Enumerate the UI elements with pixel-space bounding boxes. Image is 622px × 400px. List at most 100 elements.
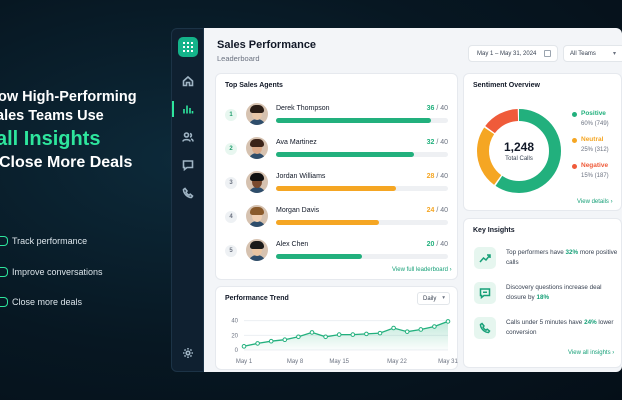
view-leaderboard-link[interactable]: View full leaderboard › [392, 267, 452, 273]
score-bar [276, 254, 448, 259]
hero-accent: all Insights [0, 128, 101, 150]
rank-badge: 2 [225, 143, 237, 155]
agent-name: Jordan Williams [276, 173, 326, 180]
trend-point [309, 330, 315, 335]
date-range-picker[interactable]: May 1 – May 31, 2024 [468, 45, 558, 62]
x-tick-label: May 15 [329, 359, 349, 365]
score-bar [276, 220, 448, 225]
date-range-label: May 1 – May 31, 2024 [477, 50, 537, 57]
chat-icon [182, 160, 194, 171]
agent-score: 36 / 40 [426, 105, 448, 112]
trend-point [255, 341, 260, 346]
users-icon [182, 132, 194, 142]
agent-row[interactable]: 5 Alex Chen 20 / 40 [216, 238, 459, 269]
insight-item[interactable]: Calls under 5 minutes have 24% lower con… [472, 317, 622, 345]
card-title: Sentiment Overview [473, 82, 540, 89]
legend-value: 60% (749) [581, 121, 609, 127]
agent-name: Derek Thompson [276, 105, 330, 112]
agent-row[interactable]: 4 Morgan Davis 24 / 40 [216, 204, 459, 235]
active-indicator [172, 101, 174, 117]
agent-score: 28 / 40 [426, 173, 448, 180]
score-bar-fill [276, 254, 362, 259]
trend-chart: 0 20 40 May 1 May 8 May 15 May 22 May 31 [231, 319, 458, 365]
bullet-item: Track performance [0, 226, 103, 257]
x-tick-label: May 22 [387, 359, 407, 365]
rank-badge: 1 [225, 109, 237, 121]
agent-score: 24 / 40 [426, 207, 448, 214]
hero-text: ow High-Performing ales Teams Use all In… [0, 88, 170, 174]
top-agents-card: Top Sales Agents 1 Derek Thompson 36 / 40 2… [215, 73, 458, 280]
x-tick-label: May 1 [236, 359, 253, 365]
agent-row[interactable]: 1 Derek Thompson 36 / 40 [216, 102, 459, 133]
period-select[interactable]: Daily ▾ [417, 292, 450, 305]
bullet-label: Improve conversations [12, 266, 103, 277]
trend-point [336, 332, 342, 337]
y-tick-label: 40 [231, 319, 238, 325]
card-title: Key Insights [473, 227, 515, 234]
view-details-link[interactable]: View details › [577, 199, 613, 205]
team-select[interactable]: All Teams ▾ [563, 45, 622, 62]
insight-text: Top performers have 32% more positive ca… [506, 249, 618, 266]
nav-messages[interactable] [180, 157, 196, 173]
legend-dot [572, 138, 577, 143]
rank-badge: 4 [225, 211, 237, 223]
nav-settings[interactable] [180, 345, 196, 361]
key-insights-card: Key Insights Top performers have 32% mor… [463, 218, 622, 368]
legend-value: 15% (187) [581, 173, 609, 179]
page-title: Sales Performance [217, 39, 317, 51]
score-bar-fill [276, 152, 414, 157]
chevron-down-icon: ▾ [442, 295, 445, 301]
insight-item[interactable]: Top performers have 32% more positive ca… [472, 247, 622, 275]
trend-point [350, 332, 356, 337]
nav-users[interactable] [180, 129, 196, 145]
dashboard-main: Sales Performance Leaderboard May 1 – Ma… [204, 28, 622, 372]
team-select-label: All Teams [570, 50, 596, 57]
avatar [246, 103, 268, 125]
phone-icon [474, 317, 496, 339]
avatar [246, 137, 268, 159]
sentiment-donut [477, 109, 561, 193]
insight-text: Calls under 5 minutes have 24% lower con… [506, 319, 614, 336]
agent-row[interactable]: 2 Ava Martinez 32 / 40 [216, 136, 459, 167]
agent-row[interactable]: 3 Jordan Williams 28 / 40 [216, 170, 459, 201]
legend-label: Neutral [581, 136, 604, 143]
trend-point [445, 319, 451, 324]
legend-label: Positive [581, 110, 606, 117]
trend-point [296, 334, 301, 340]
y-tick-label: 20 [231, 333, 238, 339]
nav-home[interactable] [180, 73, 196, 89]
check-icon [0, 297, 8, 308]
app-logo[interactable] [178, 37, 198, 57]
bullet-item: Improve conversations [0, 257, 103, 288]
score-bar-fill [276, 186, 397, 191]
score-bar [276, 118, 448, 123]
performance-trend-card: 0 20 40 May 1 May 8 May 15 May 22 May 31 Perfor… [215, 286, 458, 370]
chevron-down-icon: ▾ [612, 51, 616, 57]
bullet-label: Close more deals [12, 297, 83, 308]
hero-line-2: ales Teams Use [0, 108, 104, 124]
agent-score: 20 / 40 [426, 241, 448, 248]
avatar [246, 239, 268, 261]
sidebar [171, 28, 204, 372]
period-label: Daily [423, 295, 437, 302]
x-tick-label: May 8 [287, 359, 304, 365]
page-subtitle: Leaderboard [217, 54, 260, 63]
bar-chart-icon [183, 105, 194, 114]
insight-item[interactable]: Discovery questions increase deal closur… [472, 282, 622, 310]
trend-point [418, 327, 424, 332]
nav-calls[interactable] [180, 185, 196, 201]
hero-line-3: Close More Deals [0, 154, 133, 171]
agent-score: 32 / 40 [426, 139, 448, 146]
donut-slice-positive [477, 109, 561, 193]
chat-icon [474, 282, 496, 304]
agent-name: Ava Martinez [276, 139, 317, 146]
view-insights-link[interactable]: View all insights › [568, 350, 615, 356]
avatar [246, 205, 268, 227]
trend-point [241, 344, 247, 349]
agent-name: Morgan Davis [276, 207, 320, 214]
bullet-label: Track performance [12, 236, 88, 247]
trend-point [282, 337, 288, 343]
nav-analytics[interactable] [180, 101, 196, 117]
insight-text: Discovery questions increase deal closur… [506, 284, 602, 301]
agent-name: Alex Chen [276, 241, 309, 248]
